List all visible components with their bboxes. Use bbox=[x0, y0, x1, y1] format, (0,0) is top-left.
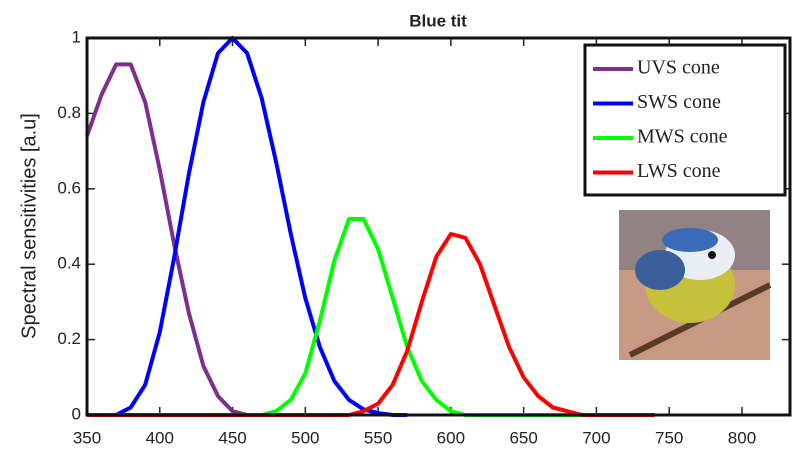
x-tick-label: 350 bbox=[73, 428, 101, 447]
series-line bbox=[115, 36, 408, 417]
y-axis-label: Spectral sensitivities [a.u] bbox=[18, 113, 40, 339]
legend-label: SWS cone bbox=[637, 91, 721, 113]
x-tick-label: 650 bbox=[509, 428, 537, 447]
y-tick-label: 0.6 bbox=[57, 178, 81, 197]
y-tick-label: 0.2 bbox=[57, 329, 81, 348]
legend-label: MWS cone bbox=[637, 126, 728, 148]
chart-title: Blue tit bbox=[409, 11, 467, 30]
x-tick-label: 750 bbox=[655, 428, 683, 447]
x-tick-label: 400 bbox=[146, 428, 174, 447]
series-line bbox=[85, 62, 262, 417]
x-tick-label: 600 bbox=[437, 428, 465, 447]
bird-photo bbox=[619, 210, 772, 360]
y-tick-label: 0 bbox=[72, 404, 81, 423]
x-tick-label: 450 bbox=[218, 428, 246, 447]
y-tick-label: 0.8 bbox=[57, 103, 81, 122]
legend-label: LWS cone bbox=[637, 160, 721, 182]
y-tick-label: 1 bbox=[72, 27, 81, 46]
plot-frame bbox=[85, 36, 792, 417]
x-tick-label: 500 bbox=[291, 428, 319, 447]
series-line bbox=[261, 217, 655, 417]
legend-label: UVS cone bbox=[637, 57, 720, 79]
legend: UVS cone SWS cone MWS cone LWS cone bbox=[583, 43, 787, 197]
y-tick-label: 0.4 bbox=[57, 254, 81, 273]
x-tick-label: 700 bbox=[582, 428, 610, 447]
x-tick-label: 550 bbox=[364, 428, 392, 447]
x-tick-label: 800 bbox=[728, 428, 756, 447]
